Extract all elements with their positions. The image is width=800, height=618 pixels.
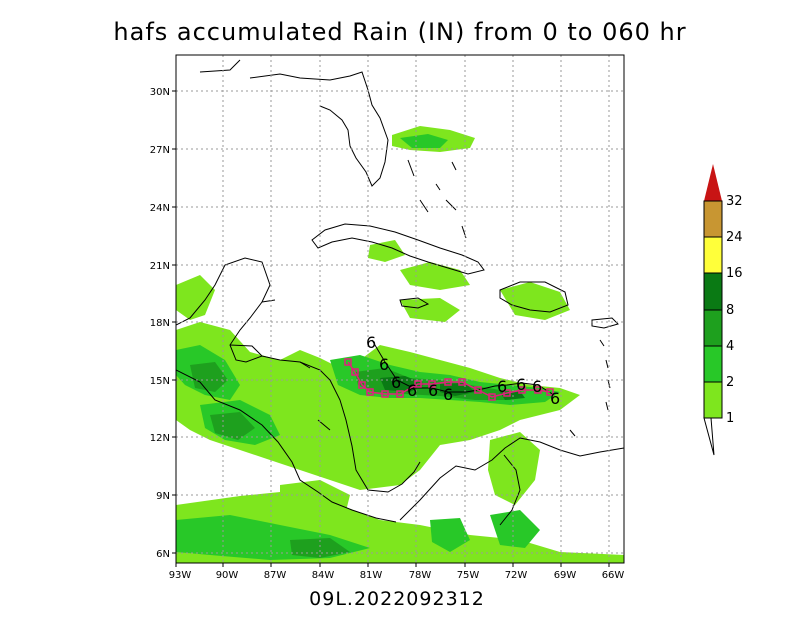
svg-text:6: 6	[428, 381, 438, 400]
lon-tick-label: 66W	[602, 570, 625, 581]
axis-ticks	[172, 90, 610, 567]
lat-tick-label: 21N	[150, 261, 170, 272]
colorbar-segment	[704, 201, 722, 237]
svg-text:6: 6	[497, 377, 507, 396]
colorbar-top-triangle	[704, 164, 722, 201]
lon-tick-label: 81W	[360, 570, 383, 581]
svg-text:6: 6	[532, 377, 542, 396]
rainfall-field	[176, 126, 624, 563]
run-id: 09L.2022092312	[0, 588, 800, 610]
lat-tick-label: 30N	[150, 87, 170, 98]
colorbar-segment	[704, 273, 722, 310]
lat-tick-label: 12N	[150, 433, 170, 444]
colorbar-label: 1	[726, 411, 734, 426]
svg-text:6: 6	[443, 385, 453, 404]
track-labels: 6 6 6 6 6 6 6 6 6 6	[366, 333, 560, 408]
colorbar-bottom-triangle	[703, 417, 715, 456]
colorbar-label: 24	[726, 230, 743, 245]
lat-tick-label: 9N	[156, 491, 170, 502]
lat-tick-label: 24N	[150, 203, 170, 214]
chart-title: hafs accumulated Rain (IN) from 0 to 060…	[113, 18, 687, 46]
storm-track: 6 6 6 6 6 6 6 6 6 6	[344, 333, 560, 408]
colorbar-label: 8	[726, 303, 734, 318]
colorbar-label: 32	[726, 194, 743, 209]
colorbar-label: 2	[726, 375, 734, 390]
lon-tick-label: 78W	[409, 570, 432, 581]
svg-text:6: 6	[407, 381, 417, 400]
lon-tick-labels: 93W 90W 87W 84W 81W 78W 75W 72W 69W 66W	[169, 570, 625, 581]
lat-tick-label: 6N	[156, 549, 170, 560]
map-frame	[175, 54, 625, 564]
lon-tick-label: 75W	[457, 570, 480, 581]
svg-text:6: 6	[516, 375, 526, 394]
lat-tick-labels: 30N 27N 24N 21N 18N 15N 12N 9N 6N	[150, 87, 170, 560]
colorbar-segment	[704, 310, 722, 346]
colorbar-label: 4	[726, 339, 734, 354]
lon-tick-label: 87W	[264, 570, 287, 581]
lon-tick-label: 69W	[554, 570, 577, 581]
lon-tick-label: 93W	[169, 570, 192, 581]
coastlines	[176, 59, 624, 526]
run-id-text: 09L.2022092312	[309, 588, 485, 610]
lon-tick-label: 90W	[216, 570, 239, 581]
lat-tick-label: 15N	[150, 376, 170, 387]
colorbar-segment	[704, 346, 722, 382]
svg-text:6: 6	[379, 355, 389, 374]
lon-tick-label: 72W	[505, 570, 528, 581]
svg-text:6: 6	[366, 333, 376, 352]
track-markers	[344, 358, 554, 401]
lon-tick-label: 84W	[312, 570, 335, 581]
colorbar-label: 16	[726, 266, 743, 281]
svg-text:6: 6	[550, 389, 560, 408]
colorbar-segment	[704, 237, 722, 273]
colorbar: 1 2 4 8 16 24 32	[703, 164, 743, 456]
lat-tick-label: 27N	[150, 145, 170, 156]
lat-tick-label: 18N	[150, 318, 170, 329]
svg-text:6: 6	[391, 373, 401, 392]
colorbar-segment	[704, 382, 722, 418]
